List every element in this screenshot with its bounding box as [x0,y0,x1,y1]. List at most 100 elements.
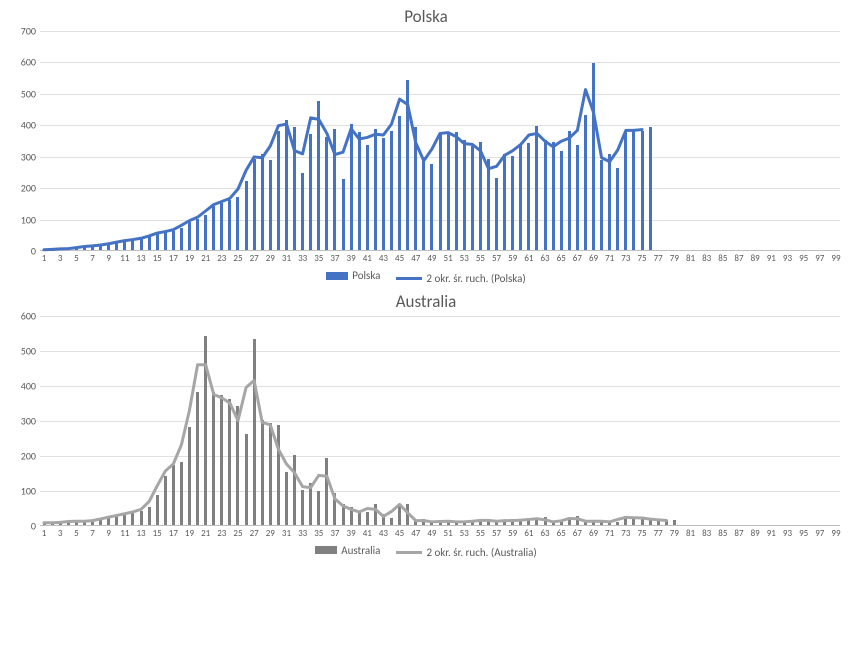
x-tick-label: 39 [347,528,356,539]
legend-item-bar: Australia [315,544,380,557]
x-tick-label: 93 [783,528,792,539]
x-tick-label: 3 [58,528,63,539]
x-tick-label: 23 [217,528,226,539]
x-tick-label: 51 [444,528,453,539]
x-tick-label: 63 [540,528,549,539]
x-tick-label: 97 [815,253,824,264]
x-tick-label: 5 [74,528,79,539]
x-tick-label: 75 [637,253,646,264]
x-tick-label: 29 [266,253,275,264]
polska-legend: Polska 2 okr. śr. ruch. (Polska) [0,269,852,285]
x-tick-label: 91 [767,528,776,539]
x-tick-label: 95 [799,253,808,264]
x-tick-label: 69 [589,253,598,264]
x-tick-label: 85 [718,528,727,539]
x-tick-label: 37 [330,253,339,264]
x-tick-label: 13 [136,528,145,539]
x-tick-label: 71 [605,528,614,539]
x-tick-label: 1 [42,528,47,539]
x-tick-label: 65 [557,528,566,539]
x-tick-label: 85 [718,253,727,264]
x-tick-label: 43 [379,253,388,264]
x-tick-label: 17 [169,528,178,539]
australia-xaxis: 1357911131517192123252729313335373941434… [40,526,840,540]
x-tick-label: 49 [427,253,436,264]
legend-label: Polska [352,269,380,282]
australia-legend: Australia 2 okr. śr. ruch. (Australia) [0,544,852,560]
x-tick-label: 19 [185,253,194,264]
x-tick-label: 55 [476,253,485,264]
x-tick-label: 45 [395,253,404,264]
x-tick-label: 81 [686,253,695,264]
x-tick-label: 47 [411,253,420,264]
x-tick-label: 89 [751,528,760,539]
y-tick-label: 100 [21,484,36,497]
x-tick-label: 33 [298,528,307,539]
y-tick-label: 400 [21,119,36,132]
x-tick-label: 97 [815,528,824,539]
legend-item-line: 2 okr. śr. ruch. (Australia) [396,546,536,559]
x-tick-label: 59 [508,253,517,264]
polska-title: Polska [0,6,852,27]
x-tick-label: 53 [460,253,469,264]
x-tick-label: 57 [492,528,501,539]
x-tick-label: 51 [444,253,453,264]
x-tick-label: 59 [508,528,517,539]
legend-swatch-line [396,277,422,280]
x-tick-label: 81 [686,528,695,539]
australia-plot: 0100200300400500600 [40,316,840,526]
x-tick-label: 61 [524,528,533,539]
x-tick-label: 25 [233,253,242,264]
legend-item-bar: Polska [326,269,380,282]
x-tick-label: 75 [637,528,646,539]
australia-line [40,316,840,525]
x-tick-label: 27 [250,528,259,539]
x-tick-label: 61 [524,253,533,264]
y-tick-label: 400 [21,379,36,392]
legend-label: 2 okr. śr. ruch. (Polska) [426,272,525,285]
legend-swatch-bar [315,546,337,554]
y-tick-label: 500 [21,344,36,357]
y-tick-label: 700 [21,25,36,38]
y-tick-label: 0 [31,245,36,258]
polska-chart: Polska0100200300400500600700135791113151… [0,6,852,285]
x-tick-label: 15 [153,528,162,539]
x-tick-label: 1 [42,253,47,264]
polska-line [40,31,840,250]
x-tick-label: 31 [282,253,291,264]
x-tick-label: 79 [670,253,679,264]
x-tick-label: 25 [233,528,242,539]
y-tick-label: 500 [21,87,36,100]
x-tick-label: 21 [201,528,210,539]
x-tick-label: 23 [217,253,226,264]
x-tick-label: 71 [605,253,614,264]
legend-label: Australia [341,544,380,557]
australia-title: Australia [0,291,852,312]
x-tick-label: 77 [654,253,663,264]
x-tick-label: 83 [702,253,711,264]
x-tick-label: 99 [831,253,840,264]
x-tick-label: 9 [106,528,111,539]
x-tick-label: 83 [702,528,711,539]
x-tick-label: 49 [427,528,436,539]
y-tick-label: 600 [21,56,36,69]
x-tick-label: 29 [266,528,275,539]
legend-label: 2 okr. śr. ruch. (Australia) [426,546,536,559]
x-tick-label: 77 [654,528,663,539]
x-tick-label: 33 [298,253,307,264]
x-tick-label: 7 [90,253,95,264]
x-tick-label: 69 [589,528,598,539]
x-tick-label: 57 [492,253,501,264]
x-tick-label: 39 [347,253,356,264]
y-tick-label: 200 [21,182,36,195]
x-tick-label: 67 [573,528,582,539]
x-tick-label: 87 [734,528,743,539]
x-tick-label: 19 [185,528,194,539]
x-tick-label: 41 [363,253,372,264]
y-tick-label: 300 [21,150,36,163]
x-tick-label: 73 [621,253,630,264]
legend-swatch-bar [326,272,348,280]
x-tick-label: 41 [363,528,372,539]
x-tick-label: 35 [314,253,323,264]
x-tick-label: 99 [831,528,840,539]
